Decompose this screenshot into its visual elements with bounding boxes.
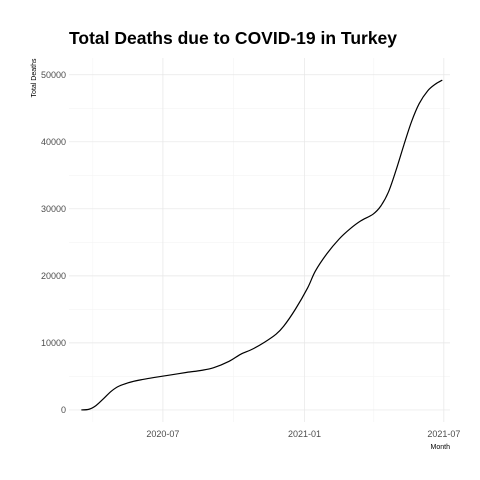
grid xyxy=(69,58,450,422)
chart-title: Total Deaths due to COVID-19 in Turkey xyxy=(69,28,397,48)
y-tick-label: 40000 xyxy=(41,137,66,147)
x-tick-label: 2021-07 xyxy=(427,429,460,439)
x-tick-label: 2020-07 xyxy=(146,429,179,439)
y-tick-label: 30000 xyxy=(41,204,66,214)
x-tick-labels: 2020-07 2021-01 2021-07 xyxy=(146,429,460,439)
y-tick-label: 50000 xyxy=(41,70,66,80)
y-tick-labels: 0 10000 20000 30000 40000 50000 xyxy=(41,70,66,415)
y-axis-label: Total Deaths xyxy=(31,58,38,97)
data-points xyxy=(81,80,442,410)
x-axis-label: Month xyxy=(431,444,451,451)
series-line-total-deaths xyxy=(81,79,443,411)
y-tick-label: 10000 xyxy=(41,338,66,348)
x-tick-label: 2021-01 xyxy=(288,429,321,439)
y-tick-label: 20000 xyxy=(41,271,66,281)
y-tick-label: 0 xyxy=(61,405,66,415)
